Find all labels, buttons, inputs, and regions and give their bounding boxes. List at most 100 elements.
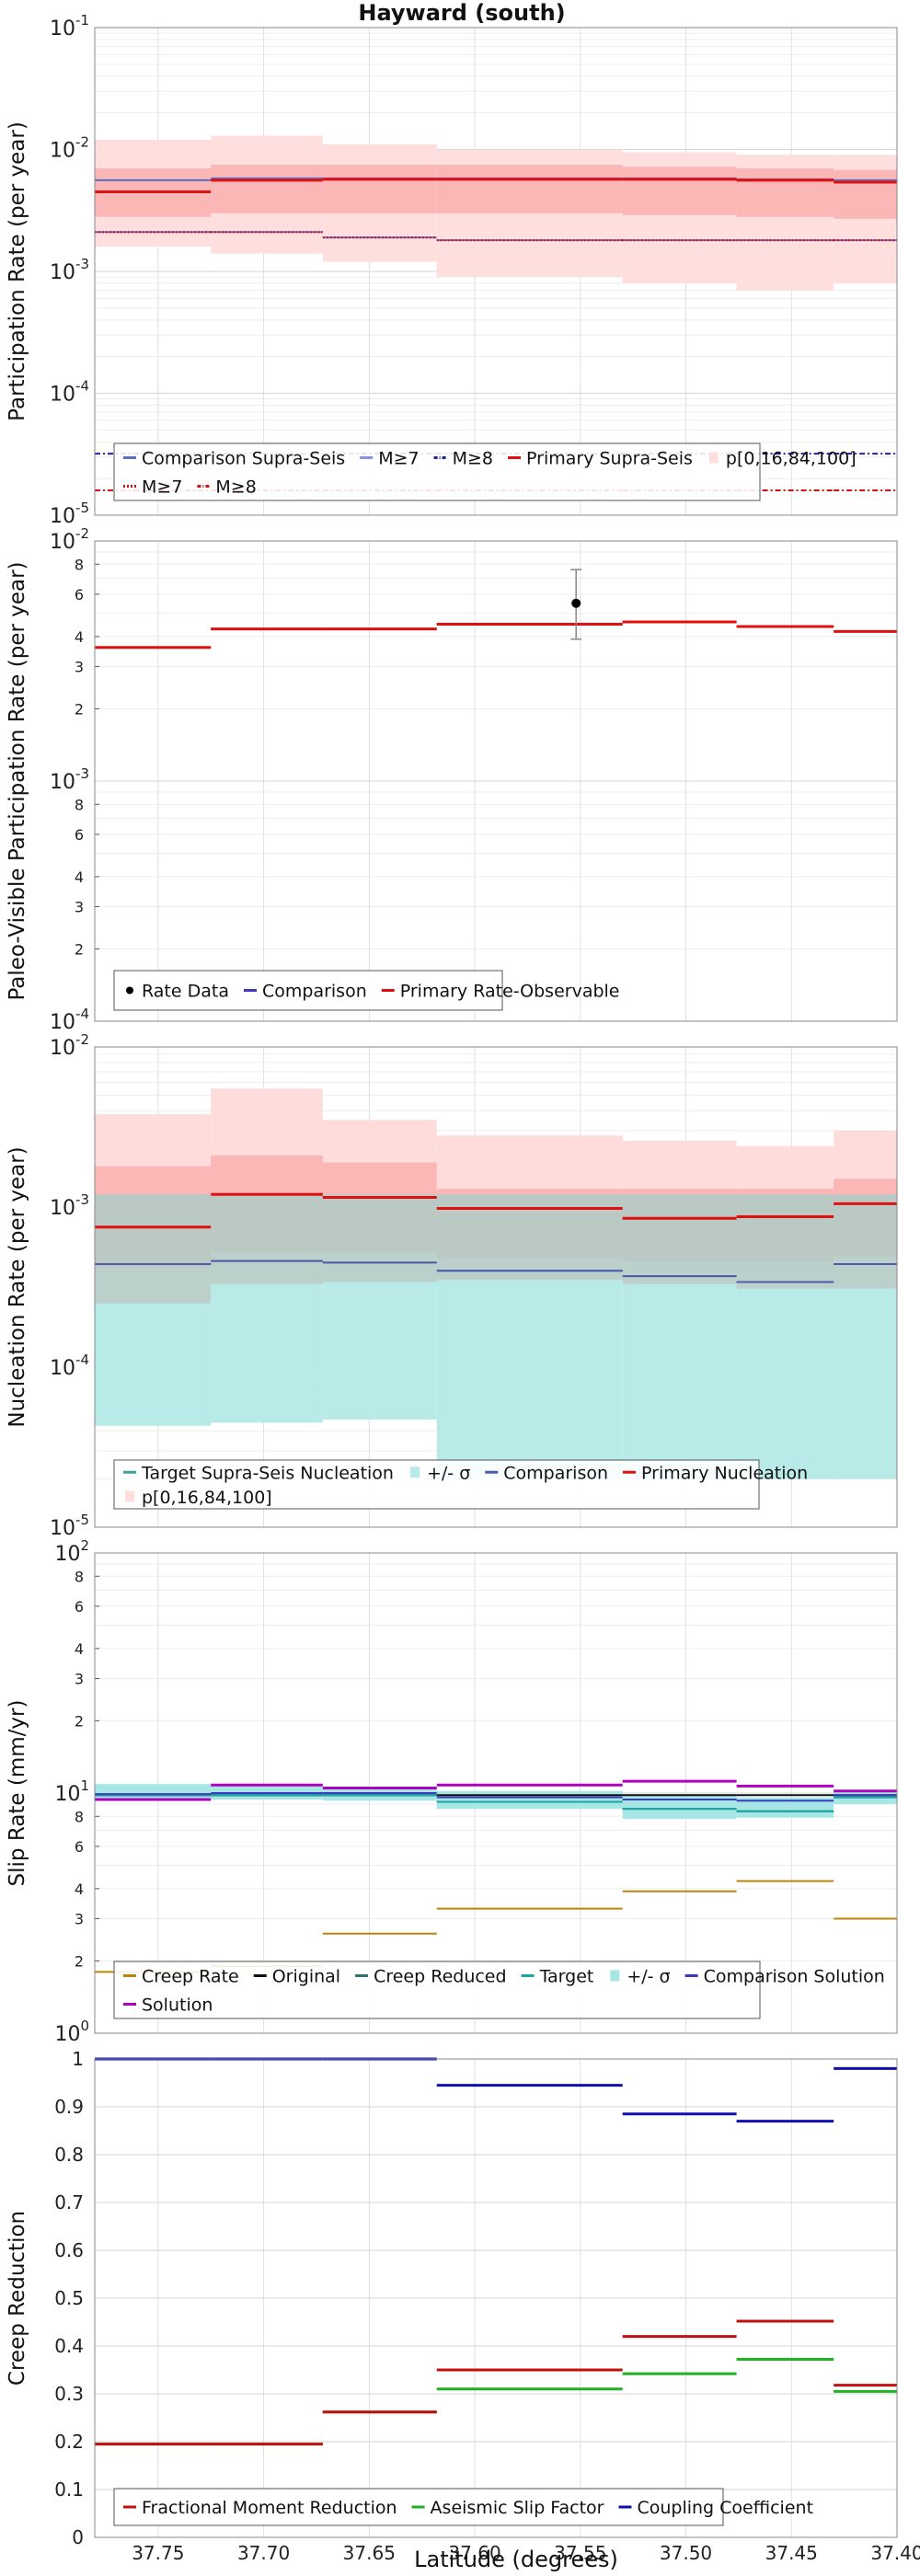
minor-tick-label: 4 bbox=[75, 1640, 84, 1658]
y-tick-label: 0.2 bbox=[54, 2431, 84, 2453]
plot-frame bbox=[94, 27, 898, 516]
minor-tick-label: 2 bbox=[75, 700, 84, 718]
panel-5: 0 0.1 0.2 0.3 0.4 0.5 0.6 0.7 0.8 0.9 1 Creep Reduc… bbox=[6, 2048, 920, 2564]
y-tick-label: 0.6 bbox=[54, 2239, 84, 2261]
tick-exponent: -2 bbox=[75, 525, 89, 542]
legend-swatch bbox=[610, 1970, 620, 1982]
legend-label: Creep Rate bbox=[142, 1967, 239, 1987]
legend-box bbox=[113, 1459, 760, 1510]
y-tick-label: 0.4 bbox=[54, 2335, 84, 2357]
minor-tick-label: 2 bbox=[75, 1712, 84, 1730]
x-tick-label: 37.75 bbox=[132, 2542, 184, 2564]
band-segment bbox=[436, 1790, 623, 1810]
tick-exponent: -4 bbox=[75, 1351, 89, 1368]
tick-base: 10 bbox=[54, 1543, 80, 1566]
band-segment bbox=[95, 1784, 212, 1801]
legend-label: M≥7 bbox=[142, 477, 182, 498]
x-tick-label: 37.70 bbox=[237, 2542, 290, 2564]
tick-base: 10 bbox=[50, 1197, 75, 1220]
y-tick-label: 10-4 bbox=[50, 378, 89, 407]
band-segment bbox=[736, 1194, 834, 1289]
y-tick-label: 0.1 bbox=[54, 2478, 84, 2501]
plot-frame bbox=[94, 540, 898, 1022]
legend-swatch bbox=[409, 1466, 420, 1478]
legend-label: M≥8 bbox=[215, 477, 256, 498]
y-tick-label: 10-3 bbox=[50, 1191, 89, 1220]
data-point bbox=[571, 598, 581, 608]
y-tick-label: 10-2 bbox=[50, 134, 89, 163]
x-tick-label: 37.55 bbox=[554, 2542, 606, 2564]
chart-title: Hayward (south) bbox=[358, 0, 565, 26]
tick-base: 10 bbox=[50, 1357, 75, 1380]
minor-tick-label: 2 bbox=[75, 940, 84, 958]
band-segment bbox=[622, 167, 737, 215]
tick-exponent: -2 bbox=[75, 134, 89, 151]
tick-base: 10 bbox=[50, 140, 75, 163]
legend-label: Original bbox=[272, 1967, 340, 1987]
y-tick-label: 0 bbox=[72, 2526, 84, 2548]
legend-label: Comparison bbox=[262, 982, 367, 1002]
band-segment bbox=[622, 1794, 737, 1820]
plot-frame bbox=[94, 2058, 898, 2538]
y-tick-label: 0.7 bbox=[54, 2191, 84, 2214]
tick-base: 10 bbox=[54, 2023, 80, 2046]
legend-label: Rate Data bbox=[142, 982, 229, 1002]
tick-base: 10 bbox=[50, 771, 75, 794]
band-segment bbox=[95, 1194, 212, 1304]
legend-label: M≥8 bbox=[453, 449, 493, 469]
y-tick-label: 10-3 bbox=[50, 256, 89, 284]
tick-exponent: 2 bbox=[80, 1537, 89, 1554]
x-tick-label: 37.60 bbox=[448, 2542, 500, 2564]
minor-tick-label: 8 bbox=[75, 1568, 84, 1585]
legend-swatch bbox=[708, 452, 719, 464]
legend-box bbox=[113, 443, 761, 501]
x-tick-label: 37.40 bbox=[870, 2542, 920, 2564]
tick-exponent: -2 bbox=[75, 1031, 89, 1048]
tick-exponent: -4 bbox=[75, 378, 89, 395]
y-tick-label: 101 bbox=[54, 1777, 89, 1806]
legend-label: Fractional Moment Reduction bbox=[142, 2498, 397, 2518]
y-tick-label: 10-3 bbox=[50, 765, 89, 794]
x-tick-label: 37.50 bbox=[660, 2542, 712, 2564]
legend-label: Comparison Solution bbox=[704, 1967, 885, 1987]
tick-exponent: -3 bbox=[75, 256, 89, 272]
minor-tick-label: 8 bbox=[75, 1808, 84, 1825]
y-tick-label: 10-5 bbox=[50, 500, 89, 528]
y-axis-label: Participation Rate (per year) bbox=[6, 121, 29, 421]
band-segment bbox=[834, 169, 897, 219]
y-tick-label: 0.3 bbox=[54, 2383, 84, 2405]
legend-label: Comparison Supra-Seis bbox=[142, 449, 345, 469]
minor-tick-label: 6 bbox=[75, 1838, 84, 1856]
minor-tick-label: 6 bbox=[75, 826, 84, 844]
legend-label: Primary Supra-Seis bbox=[526, 449, 693, 469]
band-segment bbox=[322, 1194, 437, 1282]
y-axis-label: Creep Reduction bbox=[6, 2211, 29, 2386]
tick-exponent: 0 bbox=[80, 2018, 89, 2034]
y-tick-label: 1 bbox=[72, 2048, 84, 2070]
x-tick-label: 37.45 bbox=[765, 2542, 818, 2564]
band-segment bbox=[211, 1194, 323, 1284]
legend-box bbox=[113, 1961, 761, 2019]
legend-label: Aseismic Slip Factor bbox=[431, 2498, 604, 2518]
tick-exponent: 1 bbox=[80, 1777, 89, 1794]
minor-tick-label: 4 bbox=[75, 1880, 84, 1898]
y-tick-label: 10-2 bbox=[50, 1031, 89, 1060]
band-segment bbox=[736, 1797, 834, 1818]
legend-label: Primary Rate-Observable bbox=[400, 982, 620, 1002]
y-axis-label: Slip Rate (mm/yr) bbox=[6, 1700, 29, 1887]
plot-frame bbox=[94, 1046, 898, 1528]
legend-label: Comparison bbox=[503, 1463, 608, 1483]
tick-base: 10 bbox=[50, 261, 75, 284]
minor-tick-label: 3 bbox=[75, 898, 84, 915]
minor-tick-label: 3 bbox=[75, 1670, 84, 1687]
minor-tick-label: 3 bbox=[75, 1910, 84, 1927]
tick-exponent: -5 bbox=[75, 500, 89, 516]
legend-label: Target bbox=[539, 1967, 594, 1987]
minor-tick-label: 2 bbox=[75, 1952, 84, 1970]
tick-exponent: -5 bbox=[75, 1512, 89, 1528]
legend-swatch bbox=[125, 1490, 134, 1502]
